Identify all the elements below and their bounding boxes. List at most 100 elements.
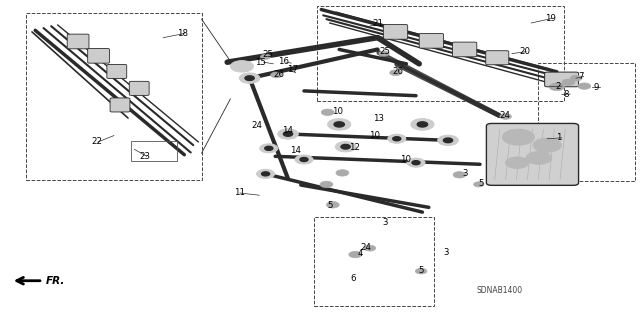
FancyBboxPatch shape	[383, 25, 408, 39]
Text: 3: 3	[444, 248, 449, 257]
Circle shape	[321, 109, 334, 115]
Circle shape	[245, 76, 254, 80]
FancyBboxPatch shape	[486, 123, 579, 185]
Circle shape	[562, 79, 575, 85]
Circle shape	[407, 158, 425, 167]
FancyBboxPatch shape	[452, 42, 477, 57]
Circle shape	[411, 119, 434, 130]
Circle shape	[549, 83, 564, 91]
Bar	[131, 141, 177, 161]
Circle shape	[278, 129, 298, 139]
Circle shape	[262, 172, 269, 176]
Text: 18: 18	[177, 29, 188, 38]
Circle shape	[260, 144, 278, 153]
Circle shape	[295, 155, 313, 164]
Text: 12: 12	[349, 143, 360, 152]
Text: 26: 26	[273, 70, 284, 78]
Text: 1: 1	[556, 133, 561, 142]
Text: 3: 3	[462, 169, 468, 178]
Circle shape	[502, 129, 534, 145]
Circle shape	[438, 135, 458, 145]
Text: 25: 25	[379, 47, 390, 56]
FancyBboxPatch shape	[88, 48, 109, 63]
FancyBboxPatch shape	[419, 33, 444, 48]
Bar	[538, 63, 635, 181]
Circle shape	[533, 138, 561, 152]
Text: 19: 19	[545, 14, 556, 23]
Circle shape	[364, 245, 376, 251]
Text: 5: 5	[479, 179, 484, 188]
Text: 5: 5	[328, 201, 333, 210]
Circle shape	[412, 161, 420, 165]
Circle shape	[379, 51, 389, 56]
Circle shape	[230, 61, 253, 72]
Circle shape	[265, 146, 273, 150]
Text: 25: 25	[262, 50, 273, 59]
Text: 21: 21	[372, 19, 383, 28]
Bar	[317, 6, 564, 101]
Text: 7: 7	[578, 72, 584, 81]
Circle shape	[341, 145, 350, 149]
Circle shape	[326, 202, 339, 208]
Circle shape	[393, 137, 401, 141]
Circle shape	[388, 134, 406, 143]
Text: 5: 5	[418, 266, 424, 275]
Circle shape	[271, 72, 282, 78]
Circle shape	[417, 122, 428, 127]
Circle shape	[506, 157, 529, 168]
Bar	[26, 13, 202, 180]
Text: 10: 10	[369, 131, 380, 140]
Text: 15: 15	[255, 58, 266, 67]
Text: 14: 14	[290, 146, 301, 155]
Text: 24: 24	[360, 243, 371, 252]
Text: 23: 23	[140, 152, 150, 161]
Text: 6: 6	[350, 274, 356, 283]
Text: 10: 10	[332, 107, 343, 115]
Text: 17: 17	[287, 65, 298, 74]
Circle shape	[500, 114, 511, 119]
Text: 2: 2	[556, 82, 561, 91]
Bar	[314, 217, 434, 306]
Text: 13: 13	[373, 115, 384, 123]
FancyBboxPatch shape	[486, 51, 509, 65]
Circle shape	[284, 132, 292, 136]
Circle shape	[336, 170, 349, 176]
Text: 11: 11	[234, 189, 244, 197]
FancyBboxPatch shape	[129, 81, 149, 95]
Text: 14: 14	[282, 126, 292, 135]
Circle shape	[570, 75, 582, 81]
Circle shape	[415, 268, 427, 274]
Circle shape	[335, 142, 356, 152]
Text: 9: 9	[594, 83, 599, 92]
Circle shape	[390, 70, 401, 76]
Circle shape	[444, 138, 452, 143]
Text: SDNAB1400: SDNAB1400	[477, 286, 523, 295]
Circle shape	[526, 152, 552, 164]
Circle shape	[320, 181, 333, 188]
Circle shape	[334, 122, 344, 127]
Text: 3: 3	[383, 218, 388, 227]
Circle shape	[257, 169, 275, 178]
Circle shape	[578, 83, 591, 89]
Text: 24: 24	[251, 121, 262, 130]
FancyBboxPatch shape	[545, 72, 579, 87]
Circle shape	[300, 158, 308, 161]
Circle shape	[260, 54, 271, 59]
FancyBboxPatch shape	[110, 98, 130, 112]
Circle shape	[239, 73, 260, 83]
Text: 24: 24	[499, 111, 510, 120]
Text: 10: 10	[400, 155, 411, 164]
Circle shape	[349, 251, 362, 258]
Circle shape	[474, 182, 484, 187]
Circle shape	[328, 119, 351, 130]
FancyBboxPatch shape	[67, 34, 89, 49]
FancyBboxPatch shape	[107, 64, 127, 78]
Text: 4: 4	[357, 249, 363, 258]
Text: FR.: FR.	[46, 276, 65, 286]
Circle shape	[453, 172, 466, 178]
Text: 20: 20	[520, 47, 531, 56]
Text: 8: 8	[564, 90, 570, 99]
Text: 16: 16	[278, 57, 289, 66]
Text: 22: 22	[92, 137, 102, 146]
Text: 26: 26	[392, 67, 403, 76]
